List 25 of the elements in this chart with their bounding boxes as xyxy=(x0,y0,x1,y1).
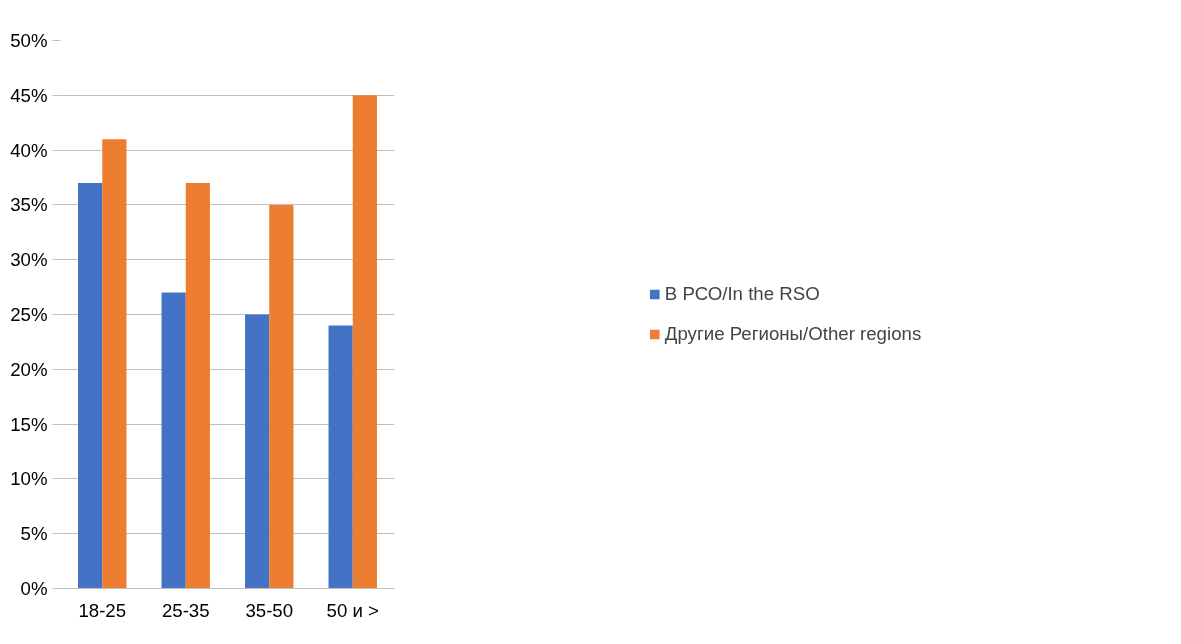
x-tick-label: 25-35 xyxy=(161,599,210,621)
bar xyxy=(352,95,377,589)
y-tick-label: 10% xyxy=(10,468,48,490)
bar xyxy=(245,314,270,589)
y-tick-label: 30% xyxy=(10,249,48,271)
y-tick-label: 45% xyxy=(10,84,48,106)
bar xyxy=(185,182,210,589)
y-tick-label: 5% xyxy=(20,523,48,545)
y-tick-label: 15% xyxy=(10,413,48,435)
y-tick-label: 20% xyxy=(10,358,48,380)
x-tick-label: 35-50 xyxy=(245,599,294,621)
legend-label: Другие Регионы/Other regions xyxy=(664,323,922,345)
y-tick-label: 40% xyxy=(10,139,48,161)
legend-label: В РСО/In the RSO xyxy=(664,283,820,305)
y-tick-label: 0% xyxy=(20,578,48,599)
bar xyxy=(161,292,186,589)
bar xyxy=(328,325,353,589)
y-tick-label: 50% xyxy=(10,30,48,51)
bar xyxy=(102,139,127,589)
x-tick-label: 50 и > xyxy=(326,599,379,621)
y-tick-label: 35% xyxy=(10,194,48,216)
bar xyxy=(78,182,103,589)
bar xyxy=(269,204,294,589)
x-tick-label: 18-25 xyxy=(78,599,127,621)
y-tick-label: 25% xyxy=(10,304,48,325)
